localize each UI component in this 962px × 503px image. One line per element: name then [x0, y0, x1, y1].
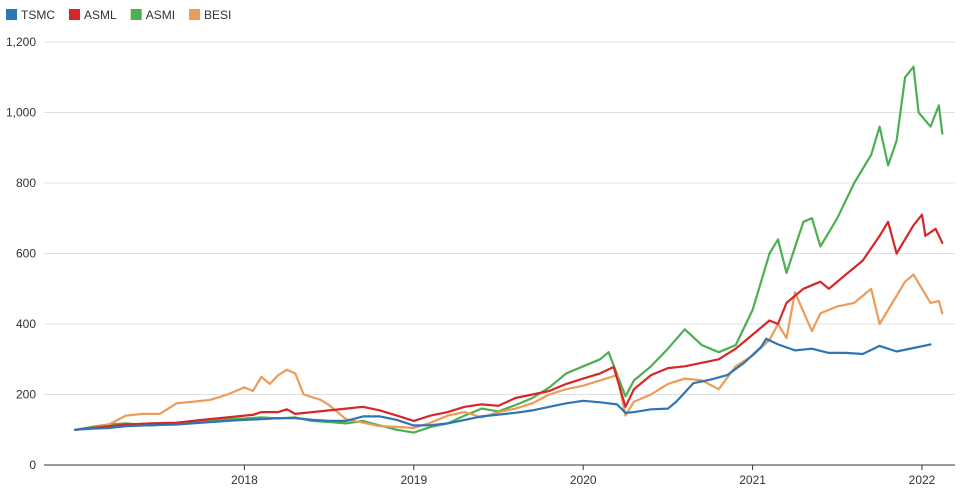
legend-swatch [189, 9, 201, 20]
legend-swatch [130, 9, 142, 20]
legend-item-asmi[interactable]: ASMI [130, 8, 175, 22]
series-line-asml [73, 213, 944, 431]
legend-label: TSMC [21, 8, 55, 22]
y-tick-label: 0 [29, 458, 36, 472]
series-line-asmi [73, 65, 944, 434]
y-tick-label: 600 [16, 247, 36, 261]
legend-swatch [69, 9, 80, 20]
legend-item-asml[interactable]: ASML [69, 8, 117, 22]
x-tick-label: 2022 [909, 473, 936, 487]
y-tick-label: 1,000 [6, 106, 36, 120]
x-tick-label: 2021 [739, 473, 766, 487]
grid-lines [44, 41, 955, 466]
legend-label: BESI [204, 8, 231, 22]
legend-label: ASML [84, 8, 117, 22]
y-tick-label: 200 [16, 388, 36, 402]
series-line-besi [73, 273, 944, 431]
legend-item-tsmc[interactable]: TSMC [6, 8, 55, 22]
series-line-tsmc [73, 337, 932, 431]
x-axis: 2018 2019 2020 2021 2022 [231, 465, 936, 487]
series-lines [73, 65, 944, 434]
legend: TSMC ASML ASMI BESI [6, 8, 231, 22]
y-axis: 0 200 400 600 800 1,000 1,200 [6, 35, 36, 472]
x-tick-label: 2019 [400, 473, 427, 487]
legend-item-besi[interactable]: BESI [189, 8, 231, 22]
y-tick-label: 800 [16, 176, 36, 190]
legend-label: ASMI [146, 8, 175, 22]
y-tick-label: 400 [16, 317, 36, 331]
y-tick-label: 1,200 [6, 35, 36, 49]
legend-swatch [6, 9, 17, 20]
x-tick-label: 2020 [570, 473, 597, 487]
x-tick-label: 2018 [231, 473, 258, 487]
